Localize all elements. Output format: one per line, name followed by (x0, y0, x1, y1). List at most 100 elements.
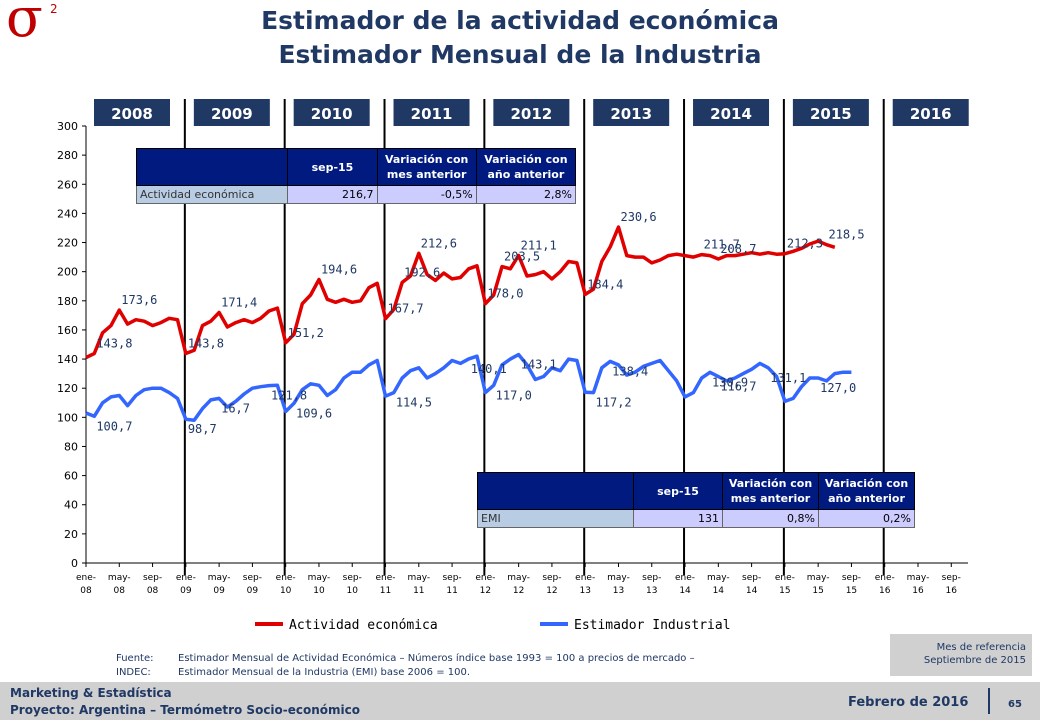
x-tick-label: ene- (775, 573, 795, 583)
x-tick-label-year: 10 (313, 586, 325, 596)
x-tick-label: sep- (742, 573, 761, 583)
row-value: 131 (633, 509, 723, 528)
x-tick-label: ene- (875, 573, 895, 583)
table-header-empty (135, 148, 289, 186)
x-tick-label-year: 08 (147, 586, 159, 596)
x-tick-label: ene- (575, 573, 595, 583)
data-label: 194,6 (321, 263, 357, 277)
footer-divider (988, 688, 990, 714)
year-label: 2008 (111, 105, 153, 123)
row-mom: 0,8% (722, 509, 819, 528)
table-header-period: sep-15 (287, 148, 378, 186)
x-tick-label-year: 09 (213, 586, 225, 596)
data-label: 211,7 (704, 238, 740, 252)
y-tick-label: 240 (57, 207, 78, 220)
row-mom: -0,5% (376, 185, 477, 204)
row-yoy: 2,8% (475, 185, 577, 204)
x-tick-label: may- (208, 573, 231, 583)
x-tick-label-year: 16 (946, 586, 958, 596)
year-label: 2012 (510, 105, 552, 123)
data-label: 218,5 (828, 228, 864, 242)
x-tick-label: may- (707, 573, 730, 583)
reference-line-2: Septiembre de 2015 (923, 655, 1026, 666)
data-label: 143,8 (96, 337, 132, 351)
x-tick-label-year: 11 (413, 586, 424, 596)
y-tick-label: 20 (64, 528, 78, 541)
year-label-box (493, 99, 570, 126)
y-tick-label: 80 (64, 440, 78, 453)
y-tick-label: 260 (57, 178, 78, 191)
x-tick-label-year: 12 (546, 586, 557, 596)
data-label: 117,0 (496, 388, 532, 402)
x-tick-label: sep- (942, 573, 961, 583)
year-label: 2015 (810, 105, 852, 123)
activity-summary-table: sep-15 Variación con mes anterior Variac… (135, 148, 577, 204)
table-row: Actividad económica 216,7 -0,5% 2,8% (135, 185, 577, 204)
x-tick-label-year: 14 (679, 586, 691, 596)
x-tick-label-year: 13 (579, 586, 590, 596)
emi-summary-table: sep-15 Variación con mes anterior Variac… (477, 472, 915, 528)
data-label: 203,5 (504, 250, 540, 264)
table-header-row: sep-15 Variación con mes anterior Variac… (135, 148, 577, 186)
x-tick-label: may- (308, 573, 331, 583)
y-tick-label: 120 (57, 382, 78, 395)
line-chart: 2008 2009 2010 2011 2012 2013 2014 2015 2016 0 20 4… (57, 99, 969, 633)
x-tick-label: sep- (842, 573, 861, 583)
x-tick-label-year: 15 (846, 586, 857, 596)
legend-label: Estimador Industrial (574, 618, 731, 633)
year-label-box (293, 99, 370, 126)
x-tick-label: sep- (143, 573, 162, 583)
x-tick-label-year: 14 (713, 586, 725, 596)
x-tick-label-year: 10 (347, 586, 359, 596)
y-tick-label: 100 (57, 411, 78, 424)
data-label: 109,6 (296, 406, 332, 420)
footer-department: Marketing & Estadística (10, 686, 172, 700)
y-tick-label: 40 (64, 499, 78, 512)
x-tick-label-year: 11 (446, 586, 457, 596)
x-tick-label: ene- (76, 573, 96, 583)
year-label: 2013 (610, 105, 652, 123)
x-tick-label: may- (507, 573, 530, 583)
y-tick-label: 180 (57, 295, 78, 308)
data-label: 116,7 (720, 380, 756, 394)
x-tick-label-year: 09 (247, 586, 259, 596)
data-label: 131,1 (770, 371, 806, 385)
x-tick-label: may- (407, 573, 430, 583)
year-label: 2016 (910, 105, 952, 123)
sigma-icon: σ (6, 0, 43, 49)
x-tick-label: sep- (542, 573, 561, 583)
x-tick-label-year: 16 (912, 586, 924, 596)
footer-date: Febrero de 2016 (848, 695, 969, 710)
data-label: 212,6 (421, 236, 457, 250)
data-label: 192,6 (404, 265, 440, 279)
source-line-2: Estimador Mensual de la Industria (EMI) … (178, 667, 471, 678)
footer-bar (0, 682, 1040, 720)
y-tick-label: 160 (57, 324, 78, 337)
data-label: 16,7 (221, 401, 250, 415)
series-line-actividad (85, 225, 836, 360)
x-tick-label: may- (807, 573, 830, 583)
y-tick-label: 280 (57, 149, 78, 162)
y-tick-label: 60 (64, 470, 78, 483)
sigma-logo: σ 2 (6, 0, 76, 50)
data-label: 143,1 (521, 358, 557, 372)
x-tick-label-year: 15 (812, 586, 823, 596)
year-label-box (792, 99, 869, 126)
data-label: 130,9 (712, 375, 748, 389)
x-tick-label-year: 16 (879, 586, 891, 596)
x-tick-label: ene- (475, 573, 495, 583)
reference-line-1: Mes de referencia (936, 642, 1026, 653)
table-header-yoy: Variación con año anterior (475, 148, 577, 186)
row-label: Actividad económica (135, 185, 289, 204)
year-label-box (892, 99, 969, 126)
x-tick-label: sep- (343, 573, 362, 583)
reference-month-box: Mes de referencia Septiembre de 2015 (890, 634, 1032, 676)
legend-label: Actividad económica (289, 618, 438, 633)
row-value: 216,7 (287, 185, 378, 204)
x-tick-label: ene- (176, 573, 196, 583)
y-tick-label: 300 (57, 120, 78, 133)
table-row: EMI 131 0,8% 0,2% (477, 509, 915, 528)
table-header-yoy: Variación con año anterior (818, 472, 915, 510)
y-tick-label: 200 (57, 266, 78, 279)
row-label: EMI (477, 509, 634, 528)
